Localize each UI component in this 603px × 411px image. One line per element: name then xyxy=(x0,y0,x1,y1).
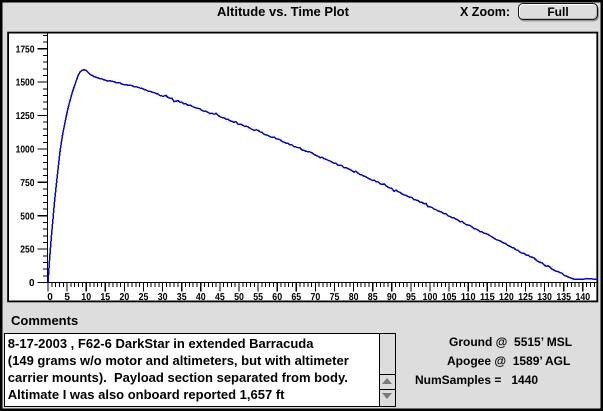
svg-text:30: 30 xyxy=(158,292,168,303)
svg-text:140: 140 xyxy=(575,292,590,303)
svg-text:80: 80 xyxy=(349,292,359,303)
svg-text:115: 115 xyxy=(480,292,495,303)
svg-text:50: 50 xyxy=(234,292,244,303)
svg-text:35: 35 xyxy=(177,292,187,303)
svg-text:15: 15 xyxy=(100,292,110,303)
svg-text:125: 125 xyxy=(518,292,533,303)
svg-text:10: 10 xyxy=(81,292,91,303)
svg-text:65: 65 xyxy=(291,292,301,303)
svg-text:60: 60 xyxy=(272,292,282,303)
svg-text:1500: 1500 xyxy=(16,78,35,89)
svg-text:1000: 1000 xyxy=(16,145,35,156)
svg-text:135: 135 xyxy=(556,292,571,303)
svg-text:750: 750 xyxy=(20,178,35,189)
svg-text:55: 55 xyxy=(253,292,263,303)
svg-text:90: 90 xyxy=(387,292,397,303)
svg-text:70: 70 xyxy=(311,292,321,303)
svg-text:110: 110 xyxy=(461,292,476,303)
svg-text:100: 100 xyxy=(423,292,438,303)
svg-text:130: 130 xyxy=(537,292,552,303)
svg-text:1750: 1750 xyxy=(16,44,35,55)
svg-text:1250: 1250 xyxy=(16,111,35,122)
svg-text:40: 40 xyxy=(196,292,206,303)
svg-text:0: 0 xyxy=(47,292,53,303)
svg-text:105: 105 xyxy=(442,292,457,303)
svg-text:0: 0 xyxy=(29,278,35,289)
svg-text:85: 85 xyxy=(368,292,378,303)
svg-text:250: 250 xyxy=(20,245,35,256)
svg-text:120: 120 xyxy=(499,292,514,303)
svg-text:5: 5 xyxy=(64,292,70,303)
svg-text:25: 25 xyxy=(139,292,149,303)
svg-text:95: 95 xyxy=(406,292,416,303)
svg-text:20: 20 xyxy=(120,292,130,303)
svg-text:500: 500 xyxy=(20,211,35,222)
svg-text:75: 75 xyxy=(330,292,340,303)
svg-text:45: 45 xyxy=(215,292,225,303)
